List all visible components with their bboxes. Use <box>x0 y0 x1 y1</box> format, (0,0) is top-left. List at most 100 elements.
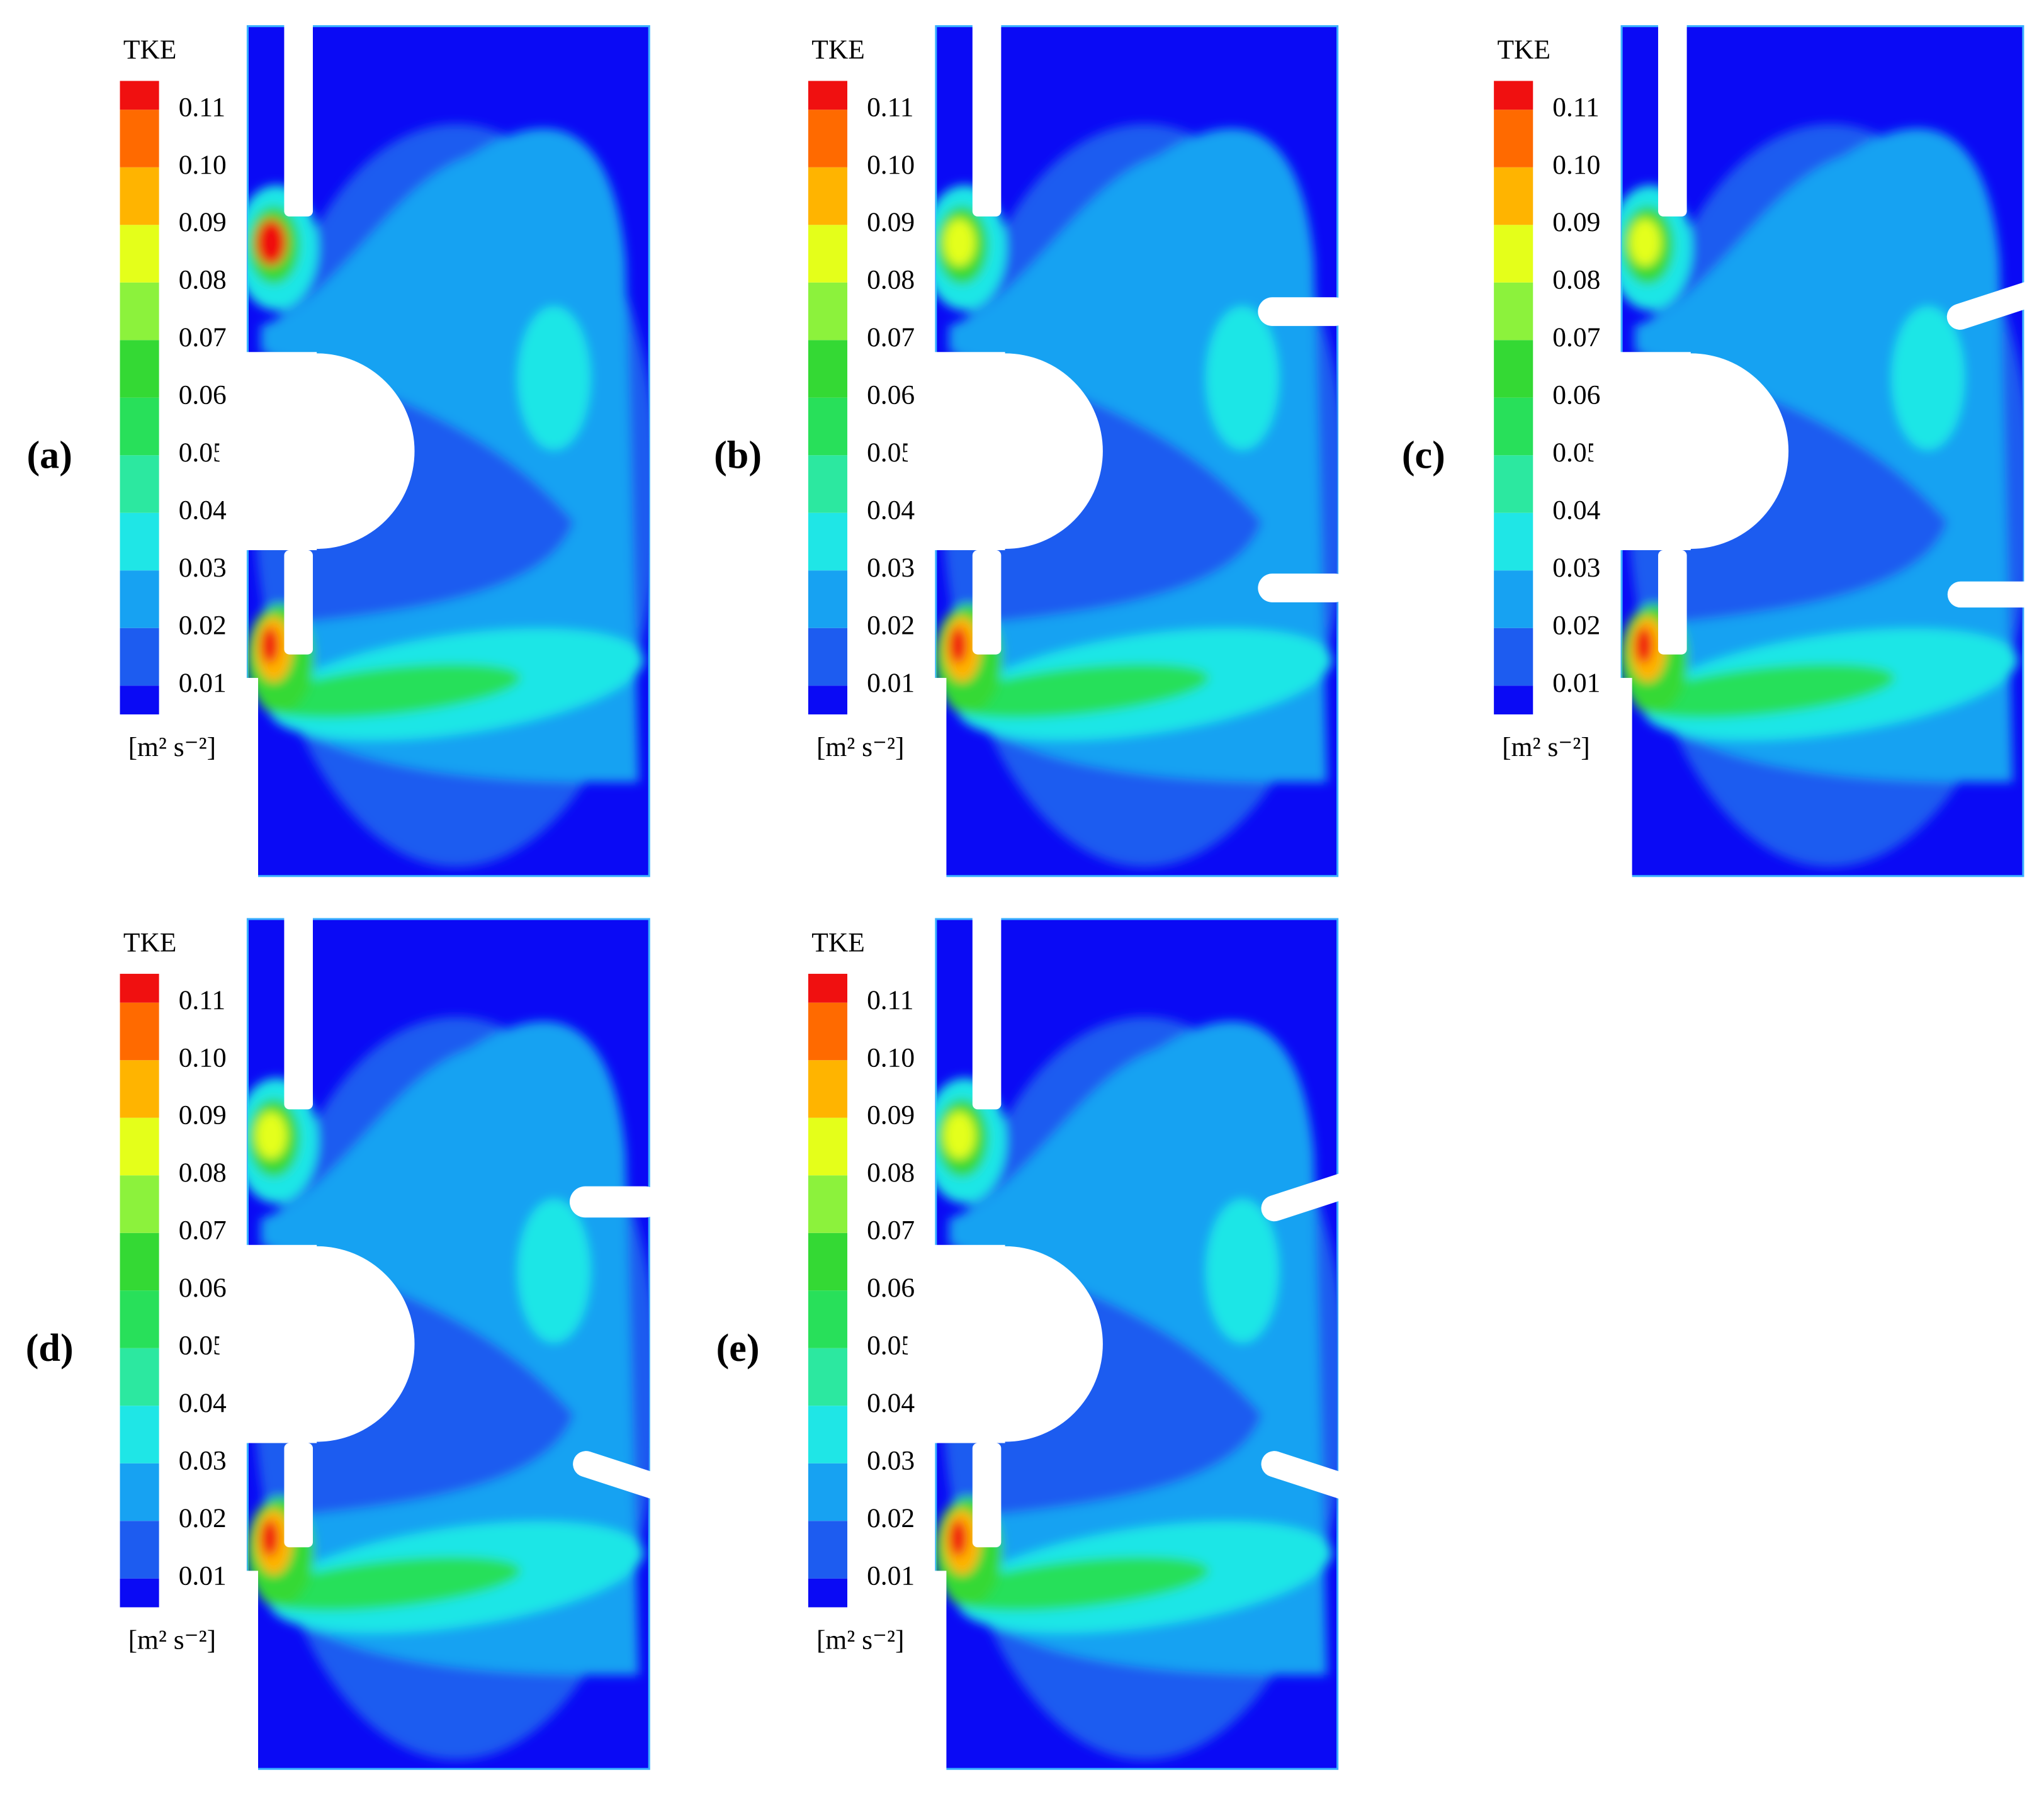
colorbar-tick-label: 0.02 <box>179 611 227 641</box>
colorbar-band <box>1494 225 1533 283</box>
baffle <box>972 911 1002 1110</box>
wall <box>930 1571 947 1774</box>
colorbar-tick-label: 0.02 <box>867 1503 915 1533</box>
baffle <box>569 1186 661 1218</box>
colorbar-band <box>120 1521 159 1579</box>
wall <box>907 1246 1103 1442</box>
colorbar-tick-label: 0.08 <box>179 265 227 295</box>
colorbar-band <box>808 1578 848 1608</box>
colorbar-band <box>120 1578 159 1608</box>
contour-field <box>247 1017 650 1760</box>
colorbar-band <box>120 455 159 513</box>
colorbar-band <box>808 167 848 225</box>
wall <box>1593 353 1789 549</box>
colorbar-band <box>1494 512 1533 571</box>
colorbar-band <box>808 340 848 398</box>
colorbar-band <box>120 1406 159 1463</box>
colorbar-band <box>808 1117 848 1176</box>
baffle <box>972 18 1002 217</box>
contour-layers <box>247 1017 650 1760</box>
wall <box>907 353 1103 549</box>
colorbar-band <box>808 225 848 283</box>
colorbar-tick-label: 0.04 <box>179 495 227 526</box>
colorbar-tick-label: 0.08 <box>867 1158 915 1188</box>
colorbar-band <box>1494 81 1533 110</box>
colorbar-tick-label: 0.10 <box>867 150 915 180</box>
colorbar-band <box>1494 340 1533 398</box>
colorbar-band <box>120 110 159 167</box>
contour-region <box>261 1557 521 1611</box>
colorbar-band <box>120 628 159 686</box>
contour-region <box>1629 219 1661 266</box>
baffle <box>1658 18 1687 217</box>
panel-label: (a) <box>26 434 72 477</box>
baffle <box>972 1443 1002 1548</box>
contour-region <box>261 128 639 782</box>
colorbar-tick-label: 0.10 <box>867 1042 915 1073</box>
contour-field <box>935 1017 1338 1760</box>
contour-region <box>1206 1199 1279 1343</box>
baffle <box>284 1443 313 1548</box>
colorbar-tick-label: 0.01 <box>867 668 915 698</box>
colorbar-tick-label: 0.11 <box>867 92 913 122</box>
colorbar-unit: [m² s⁻²] <box>128 1625 217 1655</box>
contour-region <box>949 1557 1209 1611</box>
contour-region <box>1635 663 1895 718</box>
colorbar-tick-label: 0.01 <box>867 1561 915 1591</box>
colorbar-tick-label: 0.06 <box>179 380 227 410</box>
contour-field <box>935 124 1338 867</box>
colorbar-title: TKE <box>1498 35 1551 65</box>
colorbar-band <box>808 1232 848 1291</box>
colorbar-tick-label: 0.06 <box>179 1273 227 1303</box>
baffle <box>1946 281 2041 330</box>
panel-label: (d) <box>26 1327 74 1370</box>
contour-region <box>1634 627 1653 664</box>
colorbar-band <box>120 397 159 456</box>
contour-region <box>1891 306 1965 450</box>
colorbar-band <box>808 685 848 714</box>
contour-region <box>949 627 968 664</box>
colorbar-band <box>808 1463 848 1521</box>
colorbar-band <box>120 1117 159 1176</box>
contour-region <box>949 1021 1328 1676</box>
colorbar-band <box>808 1348 848 1406</box>
colorbar-tick-label: 0.06 <box>1552 380 1600 410</box>
colorbar-band <box>808 512 848 571</box>
colorbar-band <box>120 1232 159 1291</box>
colorbar-band <box>120 340 159 398</box>
contour-region <box>255 1112 287 1159</box>
wall <box>930 677 947 882</box>
baffle <box>284 911 313 1110</box>
baffle <box>972 550 1002 655</box>
colorbar-band <box>1494 455 1533 513</box>
baffle <box>573 1451 667 1499</box>
colorbar-title: TKE <box>811 927 864 957</box>
colorbar-tick-label: 0.05 <box>1552 437 1600 468</box>
wall <box>242 1571 259 1774</box>
contour-region <box>949 663 1209 718</box>
colorbar-band <box>120 1175 159 1233</box>
colorbar-band <box>808 81 848 110</box>
colorbar-band <box>1494 628 1533 686</box>
colorbar-title: TKE <box>811 35 864 65</box>
colorbar-tick-label: 0.04 <box>1552 495 1600 526</box>
colorbar-tick-label: 0.08 <box>1552 265 1600 295</box>
contour-region <box>261 627 279 664</box>
contour-region <box>517 1199 591 1343</box>
colorbar-band <box>808 1290 848 1348</box>
contour-region <box>261 1520 279 1557</box>
wall <box>218 353 415 549</box>
baffle <box>1261 1451 1356 1499</box>
baffle <box>1258 297 1350 326</box>
contour-field <box>1622 124 2023 867</box>
colorbar-band <box>1494 167 1533 225</box>
colorbar-band <box>808 397 848 456</box>
colorbar-title: TKE <box>123 35 176 65</box>
colorbar-tick-label: 0.03 <box>179 1446 227 1476</box>
colorbar-tick-label: 0.11 <box>867 985 913 1015</box>
panel-label: (e) <box>716 1327 760 1370</box>
wall <box>1616 677 1632 882</box>
colorbar-tick-label: 0.10 <box>1552 150 1600 180</box>
